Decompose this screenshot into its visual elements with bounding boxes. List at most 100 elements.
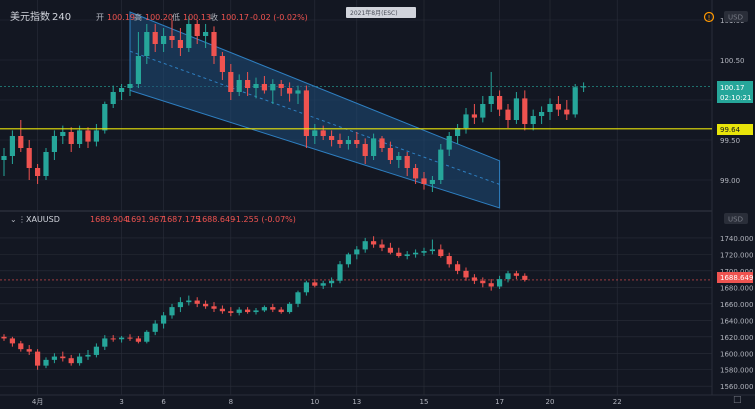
dxy-last-price-label: 100.17 02:10:21 bbox=[717, 81, 753, 103]
dxy-candle bbox=[9, 136, 15, 156]
dxy-candle bbox=[228, 72, 234, 92]
dxy-candle bbox=[253, 84, 259, 88]
y-tick-label-dxy: 99.50 bbox=[720, 137, 740, 145]
dxy-candle bbox=[60, 132, 66, 136]
gold-candle bbox=[337, 264, 343, 281]
gold-candle bbox=[43, 359, 49, 366]
dxy-candle bbox=[446, 136, 452, 150]
dxy-candle bbox=[177, 40, 183, 48]
gold-candle bbox=[455, 264, 461, 271]
dxy-change: -0.02 (-0.02%) bbox=[250, 13, 308, 22]
dxy-candle bbox=[211, 32, 217, 56]
dxy-candle bbox=[438, 149, 444, 180]
gold-candle bbox=[35, 351, 41, 366]
dxy-candle bbox=[68, 132, 74, 144]
dxy-currency: USD bbox=[728, 14, 743, 22]
dxy-candle bbox=[379, 138, 385, 148]
gold-candle bbox=[513, 273, 519, 276]
dxy-candle bbox=[413, 168, 419, 179]
dxy-candle bbox=[85, 130, 91, 142]
settings-square-icon[interactable]: □ bbox=[733, 395, 742, 405]
dxy-low: 100.13 bbox=[183, 13, 211, 22]
gold-candle bbox=[161, 315, 167, 324]
dxy-open: 100.19 bbox=[107, 13, 135, 22]
gold-candle bbox=[438, 249, 444, 257]
gold-currency-badge[interactable] bbox=[724, 213, 748, 224]
dxy-candle bbox=[463, 114, 469, 128]
dxy-candle bbox=[203, 32, 209, 36]
chevron-down-icon[interactable]: ⌄ bbox=[10, 215, 17, 224]
dxy-interval[interactable]: 240 bbox=[52, 12, 71, 23]
gold-candle bbox=[396, 252, 402, 257]
dxy-candle bbox=[43, 152, 49, 176]
dxy-candle bbox=[270, 84, 276, 91]
gold-candle bbox=[135, 338, 141, 342]
alert-icon-mark: ! bbox=[708, 14, 711, 22]
dxy-candle bbox=[329, 136, 335, 140]
dxy-candle bbox=[312, 130, 318, 136]
dxy-countdown: 02:10:21 bbox=[720, 94, 751, 102]
gold-candle bbox=[371, 241, 377, 245]
dxy-candle bbox=[522, 98, 528, 124]
dxy-candle bbox=[161, 36, 167, 44]
dxy-candle bbox=[261, 84, 267, 91]
gold-candle bbox=[312, 282, 318, 286]
dxy-candle bbox=[345, 140, 351, 144]
dxy-close-label: 收 bbox=[210, 12, 218, 22]
y-tick-label-gold: 1600.000 bbox=[720, 350, 753, 358]
gold-candle bbox=[236, 309, 242, 313]
y-tick-label-gold: 1640.000 bbox=[720, 317, 753, 325]
gold-candle bbox=[9, 338, 15, 344]
gold-candle bbox=[177, 302, 183, 308]
dxy-low-label: 低 bbox=[172, 12, 180, 22]
dxy-high: 100.20 bbox=[145, 13, 173, 22]
x-tick-label: 8 bbox=[229, 398, 233, 406]
hline-price: 99.64 bbox=[720, 126, 741, 134]
gold-candle bbox=[295, 292, 301, 304]
gold-candle bbox=[169, 307, 175, 316]
alert-icon[interactable] bbox=[703, 11, 715, 23]
gold-candle bbox=[413, 252, 419, 255]
gold-candle bbox=[211, 306, 217, 309]
gold-open: 1689.904 bbox=[90, 215, 128, 224]
x-tick-label: 13 bbox=[352, 398, 361, 406]
gold-symbol[interactable]: XAUUSD bbox=[26, 215, 60, 224]
gold-candle bbox=[127, 337, 133, 339]
gold-candles bbox=[1, 236, 528, 370]
gold-candle bbox=[287, 303, 293, 313]
gold-candle bbox=[480, 280, 486, 284]
dots-icon[interactable]: ⋮ bbox=[18, 215, 26, 224]
gold-candle bbox=[429, 249, 435, 252]
x-tick-label: 20 bbox=[546, 398, 555, 406]
gold-low: 1687.175 bbox=[162, 215, 200, 224]
gold-candle bbox=[219, 308, 225, 312]
tooltip-text: 2021年8月(ESC) bbox=[350, 9, 398, 17]
dxy-currency-badge[interactable] bbox=[724, 11, 748, 22]
dxy-candle bbox=[572, 87, 578, 115]
dxy-candle bbox=[471, 114, 477, 118]
dxy-candle bbox=[488, 96, 494, 104]
gold-last-price-label: 1688.649 bbox=[717, 272, 753, 283]
dxy-candle bbox=[135, 56, 141, 84]
dxy-candle bbox=[530, 116, 536, 124]
y-tick-label-gold: 1680.000 bbox=[720, 284, 753, 292]
dxy-candle bbox=[110, 92, 116, 104]
gold-candle bbox=[379, 244, 385, 248]
dxy-candle bbox=[102, 104, 108, 131]
x-tick-label: 17 bbox=[495, 398, 504, 406]
gold-candle bbox=[77, 356, 83, 364]
dxy-candle bbox=[245, 80, 251, 88]
y-tick-label-dxy: 100.50 bbox=[720, 57, 745, 65]
dxy-candle bbox=[236, 80, 242, 92]
y-tick-label-gold: 1620.000 bbox=[720, 334, 753, 342]
dxy-symbol[interactable]: 美元指数 bbox=[10, 10, 50, 23]
y-tick-label-gold: 1660.000 bbox=[720, 301, 753, 309]
gold-candle bbox=[522, 275, 528, 280]
dxy-high-label: 高 bbox=[134, 12, 142, 22]
gold-candle bbox=[253, 310, 259, 313]
dxy-last-price: 100.17 bbox=[720, 84, 745, 92]
dxy-candle bbox=[35, 168, 41, 176]
dxy-candle bbox=[51, 136, 57, 152]
